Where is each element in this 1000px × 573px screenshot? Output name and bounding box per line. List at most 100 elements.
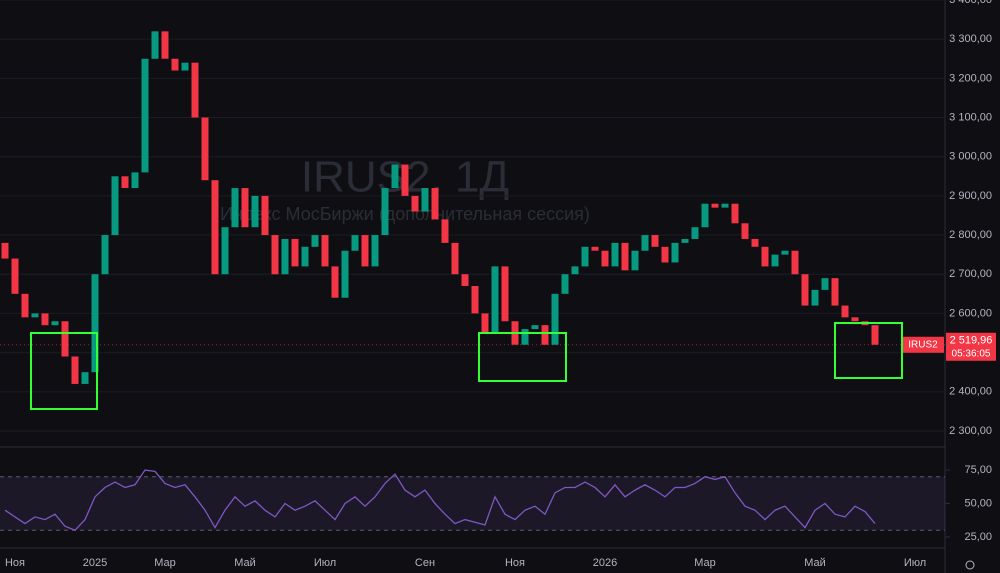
- highlight-box: [30, 332, 98, 410]
- candle: [141, 58, 149, 173]
- candle: [591, 246, 599, 251]
- x-tick-label: 2025: [83, 557, 107, 569]
- rsi-tick-label: 50,00: [964, 497, 992, 509]
- candle: [811, 289, 819, 306]
- candle: [461, 274, 469, 286]
- x-tick-label: Сен: [415, 557, 435, 569]
- candle: [251, 195, 259, 228]
- x-tick-label: Июл: [904, 557, 926, 569]
- candle: [121, 176, 129, 189]
- candle: [71, 356, 79, 384]
- candle: [871, 325, 879, 345]
- candle: [361, 235, 369, 267]
- candle: [151, 31, 159, 59]
- settings-icon[interactable]: [965, 560, 975, 570]
- y-tick-label: 3 100,00: [949, 111, 992, 123]
- candle: [551, 293, 559, 345]
- candle: [781, 250, 789, 255]
- x-tick-label: Май: [234, 557, 256, 569]
- candle: [831, 278, 839, 306]
- x-tick-label: Мар: [694, 557, 716, 569]
- candle: [661, 246, 669, 263]
- candle: [111, 176, 119, 236]
- candle: [841, 305, 849, 318]
- candle: [611, 242, 619, 267]
- candle: [621, 242, 629, 271]
- candle: [491, 266, 499, 333]
- candle: [581, 246, 589, 267]
- y-tick-label: 2 300,00: [949, 425, 992, 437]
- candle: [411, 195, 419, 212]
- candle: [101, 235, 109, 275]
- candle: [451, 242, 459, 275]
- candle: [761, 246, 769, 267]
- candle: [731, 203, 739, 224]
- candle: [501, 266, 509, 322]
- candle: [801, 274, 809, 306]
- x-tick-label: Июл: [314, 557, 336, 569]
- candle: [261, 195, 269, 236]
- candle: [751, 238, 759, 247]
- candle: [481, 313, 489, 333]
- candle: [711, 203, 719, 208]
- candle: [671, 242, 679, 263]
- candle: [131, 172, 139, 189]
- candle: [631, 250, 639, 271]
- x-tick-label: Ноя: [5, 557, 25, 569]
- candle: [691, 227, 699, 239]
- symbol-tag: [902, 336, 944, 353]
- candle: [701, 203, 709, 228]
- y-tick-label: 3 300,00: [949, 33, 992, 45]
- y-tick-label: 3 400,00: [949, 0, 992, 6]
- candle: [741, 223, 749, 239]
- candle: [1, 242, 9, 259]
- candle: [851, 317, 859, 322]
- candle: [431, 188, 439, 220]
- candle: [601, 250, 609, 267]
- y-tick-label: 3 200,00: [949, 72, 992, 84]
- x-tick-label: Мар: [154, 557, 176, 569]
- last-price-label: 2 519,96: [950, 335, 993, 347]
- watermark-subtitle: Индекс МосБиржи (дополнительная сессия): [220, 204, 590, 224]
- x-tick-label: Май: [804, 557, 826, 569]
- candle: [281, 238, 289, 275]
- x-tick-label: Ноя: [505, 557, 525, 569]
- candle: [201, 117, 209, 181]
- y-tick-label: 2 700,00: [949, 268, 992, 280]
- candle: [271, 235, 279, 275]
- candle: [321, 235, 329, 267]
- candle: [181, 62, 189, 71]
- candle: [61, 321, 69, 357]
- candle: [391, 164, 399, 189]
- candle: [211, 180, 219, 275]
- candle: [301, 246, 309, 267]
- price-tag: [946, 332, 996, 361]
- candle: [221, 227, 229, 275]
- candle: [291, 238, 299, 267]
- candle: [171, 58, 179, 71]
- candle: [521, 329, 529, 345]
- candle: [531, 325, 539, 330]
- candle: [771, 254, 779, 267]
- candle: [191, 62, 199, 118]
- candle: [641, 235, 649, 251]
- candle: [571, 266, 579, 275]
- candle: [471, 285, 479, 314]
- y-tick-label: 2 400,00: [949, 386, 992, 398]
- candle: [561, 274, 569, 294]
- candle: [231, 188, 239, 228]
- candle: [421, 188, 429, 212]
- candle: [51, 321, 59, 326]
- candle: [331, 266, 339, 298]
- candle: [81, 372, 89, 384]
- candle: [41, 313, 49, 326]
- candle: [441, 219, 449, 243]
- candle: [31, 313, 39, 318]
- highlight-box: [478, 332, 567, 382]
- y-tick-label: 2 900,00: [949, 190, 992, 202]
- rsi-tick-label: 25,00: [964, 531, 992, 543]
- candle: [681, 238, 689, 243]
- candle: [91, 274, 99, 373]
